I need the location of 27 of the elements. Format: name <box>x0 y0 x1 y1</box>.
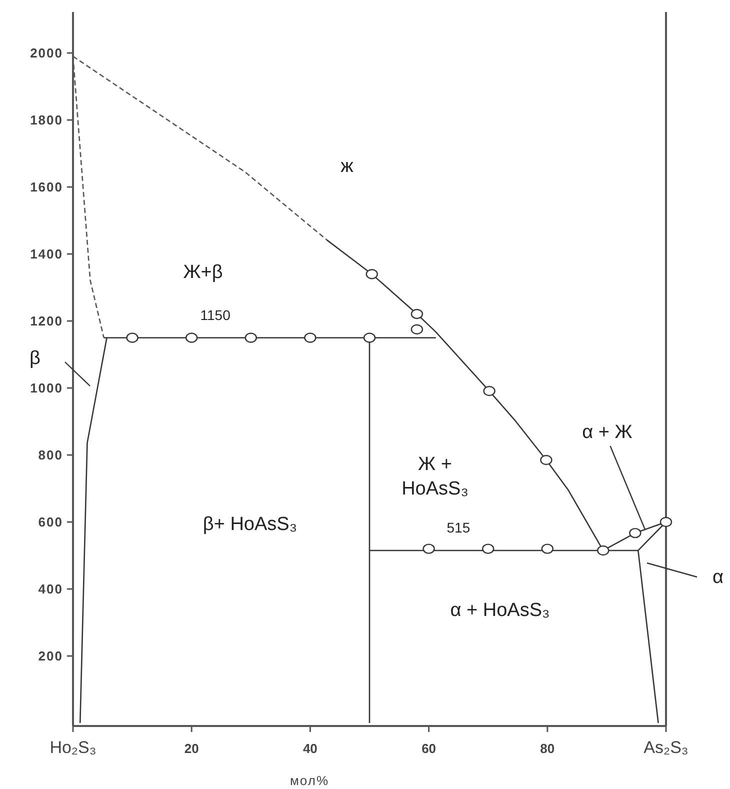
y-tick-label: 1800 <box>30 112 63 128</box>
x-tick-label: 20 <box>184 741 199 756</box>
y-tick-label: 400 <box>38 582 63 597</box>
x-axis-title: мол% <box>290 773 330 788</box>
x-tick-label: 80 <box>540 741 555 756</box>
y-tick-label: 600 <box>38 514 63 530</box>
annotation: 515 <box>446 519 470 536</box>
annotation: α + HoAsS₃ <box>450 600 550 621</box>
y-tick-label: 200 <box>38 648 63 664</box>
annotation: Ж+β <box>183 262 223 283</box>
text: β <box>30 348 41 369</box>
annotation: β+ HoAsS₃ <box>202 514 298 535</box>
annotation: α + Ж <box>582 422 633 444</box>
text: α <box>712 567 724 588</box>
y-tick-label: 1200 <box>30 314 63 329</box>
annotation: 1150 <box>200 306 231 323</box>
x-tick-label: Ho₂S₃ <box>50 738 96 757</box>
annotation: Ж + HoAsS₃ <box>402 454 468 500</box>
y-tick-label: 2000 <box>30 46 63 61</box>
y-tick-label: 1000 <box>30 380 63 396</box>
x-tick-label: 40 <box>302 741 318 756</box>
y-tick-label: 800 <box>38 448 63 463</box>
annotation: ж <box>340 156 354 177</box>
x-tick-label: 60 <box>422 741 436 756</box>
y-tick-label: 1400 <box>30 246 63 262</box>
y-tick-label: 1600 <box>30 180 63 195</box>
x-tick-label: As₂S₃ <box>644 738 688 757</box>
